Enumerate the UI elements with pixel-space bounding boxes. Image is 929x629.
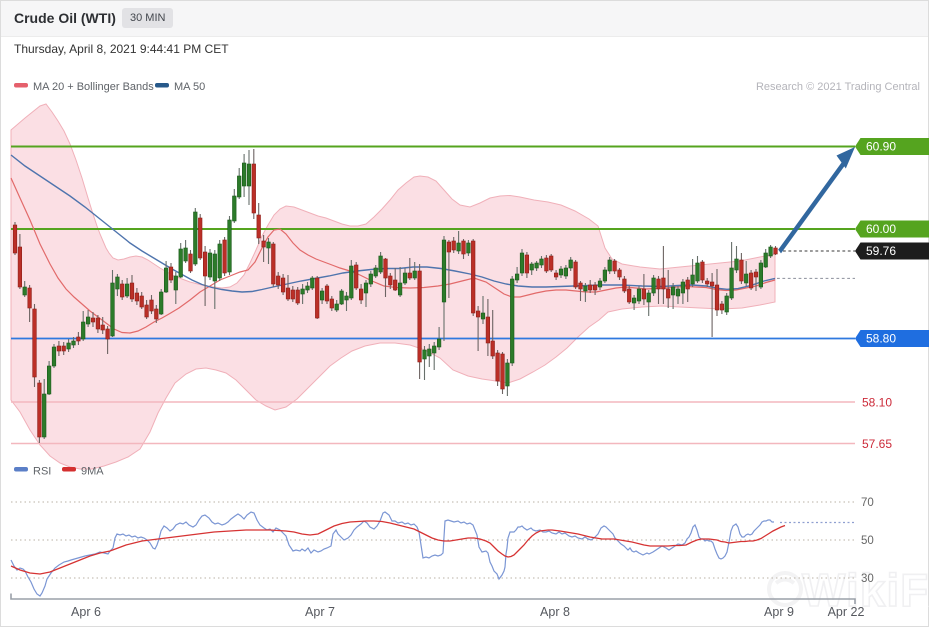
svg-text:59.76: 59.76	[866, 244, 896, 258]
svg-text:Apr 7: Apr 7	[305, 605, 335, 619]
svg-text:70: 70	[861, 497, 874, 509]
svg-text:57.65: 57.65	[862, 437, 892, 451]
svg-text:60.00: 60.00	[866, 222, 896, 236]
svg-text:WikiFX: WikiFX	[802, 564, 929, 616]
svg-text:Apr 22: Apr 22	[828, 605, 865, 619]
svg-text:58.80: 58.80	[866, 332, 896, 346]
svg-text:58.10: 58.10	[862, 396, 892, 410]
svg-text:9MA: 9MA	[81, 466, 104, 478]
svg-text:50: 50	[861, 535, 874, 547]
svg-text:RSI: RSI	[33, 466, 51, 478]
svg-text:Apr 6: Apr 6	[71, 605, 101, 619]
svg-text:MA 50: MA 50	[174, 81, 205, 93]
svg-text:30: 30	[861, 573, 874, 585]
svg-text:Research © 2021 Trading Centra: Research © 2021 Trading Central	[756, 81, 920, 93]
svg-text:60.90: 60.90	[866, 140, 896, 154]
svg-text:Apr 9: Apr 9	[764, 605, 794, 619]
svg-text:MA 20 + Bollinger Bands: MA 20 + Bollinger Bands	[33, 81, 154, 93]
svg-text:Apr 8: Apr 8	[540, 605, 570, 619]
